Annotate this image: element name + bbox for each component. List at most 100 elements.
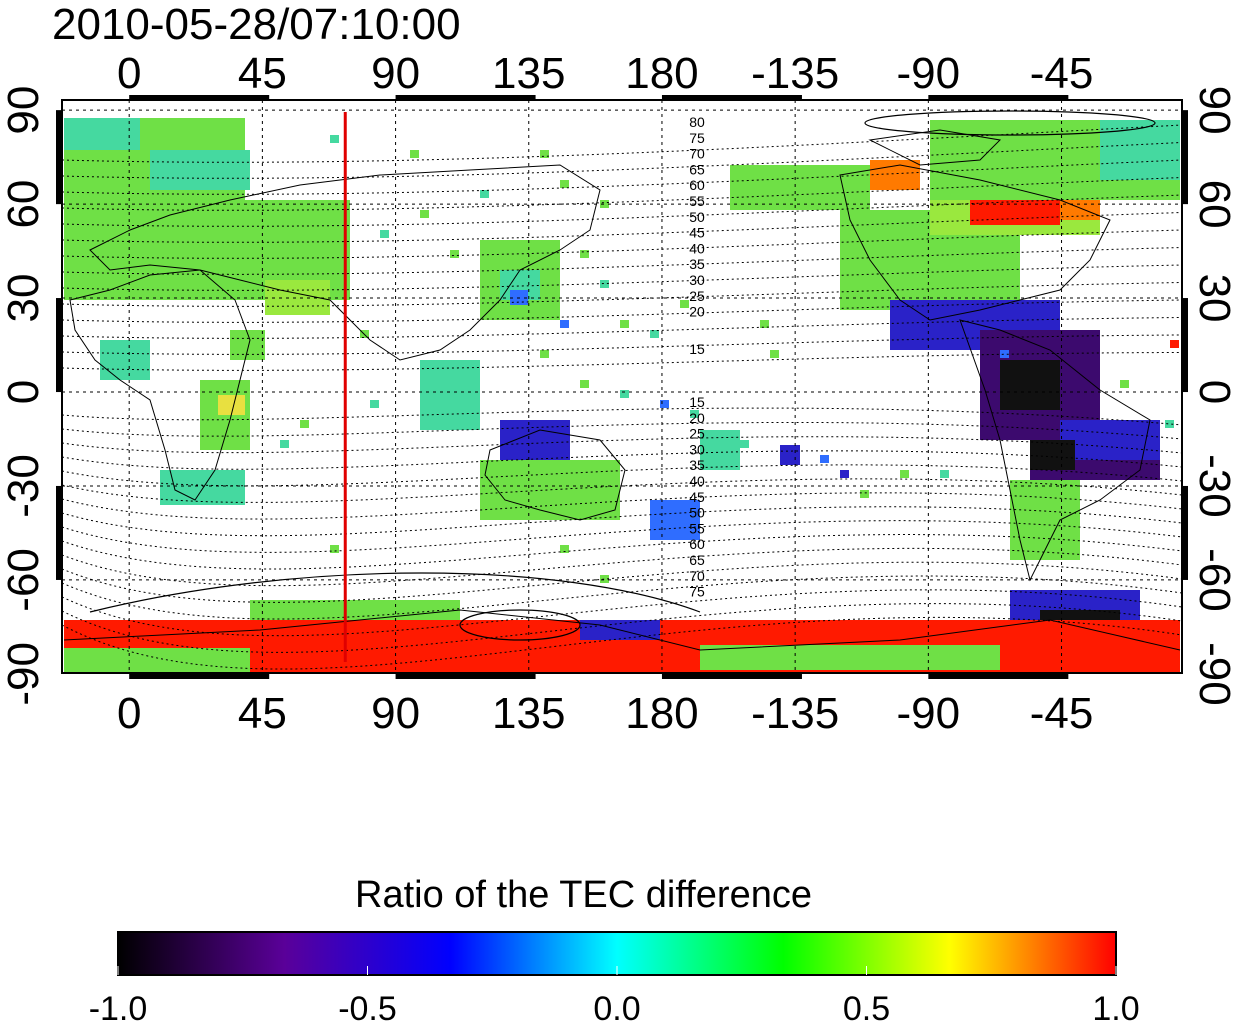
- data-patch-australia: [480, 460, 620, 520]
- data-cell-21: [690, 410, 699, 418]
- lon-tick-label-bottom: -45: [1030, 689, 1094, 738]
- data-cell-30: [370, 400, 379, 408]
- lon-tick-label-top: -90: [897, 49, 961, 98]
- data-cell-38: [860, 490, 869, 498]
- south-pole-contour: [459, 609, 581, 641]
- data-cell-12: [560, 320, 569, 328]
- lon-tick-label-bottom: 45: [238, 689, 287, 738]
- colorbar-title: Ratio of the TEC difference: [355, 874, 812, 916]
- lon-tick-label-top: 135: [492, 49, 565, 98]
- south-contour-line: [62, 547, 1182, 587]
- coastline: [839, 164, 1111, 321]
- data-cell-36: [1000, 350, 1009, 358]
- lon-tick-label-bottom: 90: [371, 689, 420, 738]
- contour-label: 45: [689, 489, 705, 505]
- lat-tick-label-right: 60: [1190, 180, 1239, 229]
- lat-tick-label-right: 0: [1190, 380, 1239, 404]
- data-cell-28: [1165, 420, 1174, 428]
- data-cell-7: [380, 230, 389, 238]
- frame-tick-bar: [56, 485, 62, 580]
- contour-label: 70: [689, 568, 705, 584]
- lon-tick-label-top: 45: [238, 49, 287, 98]
- frame-tick-bar: [928, 95, 1069, 100]
- data-cell-33: [560, 545, 569, 553]
- lat-tick-label-left: 30: [0, 274, 48, 323]
- lat-tick-label-left: -60: [0, 548, 48, 612]
- colorbar-ticks: -1.0 -0.5 0.0 0.5 1.0: [89, 966, 1140, 1024]
- frame-tick-bar: [1182, 485, 1188, 580]
- lon-tick-label-top: -45: [1030, 49, 1094, 98]
- lon-tick-label-top: -135: [751, 49, 839, 98]
- data-cell-37: [940, 470, 949, 478]
- coastline: [69, 269, 251, 501]
- data-patch-pacific-sw: [700, 430, 740, 470]
- lat-tick-label-left: -90: [0, 642, 48, 706]
- north-contour-line: [62, 177, 1182, 211]
- south-contour-line: [62, 575, 1182, 620]
- lon-tick-label-bottom: 0: [117, 689, 141, 738]
- data-patch-pacific-blue: [780, 445, 800, 465]
- south-contour-line: [62, 534, 1182, 570]
- data-patch-europe-east: [150, 150, 250, 190]
- data-cell-22: [740, 440, 749, 448]
- south-pole-contour: [89, 572, 701, 613]
- south-contour-line: [62, 450, 1182, 470]
- data-cell-32: [280, 440, 289, 448]
- contour-label: 25: [689, 288, 705, 304]
- data-cell-11: [620, 320, 629, 328]
- timestamp-title: 2010-05-28/07:10:00: [52, 0, 461, 49]
- data-cell-17: [540, 350, 549, 358]
- data-cell-9: [580, 250, 589, 258]
- south-contour-line: [62, 506, 1182, 537]
- contour-label: 20: [689, 304, 705, 320]
- data-cell-24: [840, 470, 849, 478]
- data-patch-alaska: [870, 160, 920, 190]
- contour-labels: 8075706560555045403530252015152025303540…: [689, 114, 705, 600]
- south-contour-line: [62, 478, 1182, 503]
- data-patch-southern-ocean: [250, 600, 460, 620]
- north-contour-line: [62, 247, 1182, 275]
- north-contour-line: [62, 282, 1182, 307]
- data-patch-asia-interior: [265, 280, 330, 315]
- lon-tick-label-bottom: 135: [492, 689, 565, 738]
- north-contour-line: [62, 229, 1182, 259]
- data-cell-18: [580, 380, 589, 388]
- contour-label: 80: [689, 114, 705, 130]
- lat-tick-label-left: -30: [0, 454, 48, 518]
- data-patch-japan-blue: [510, 290, 528, 305]
- data-cell-34: [600, 575, 609, 583]
- data-patch-new-zealand: [650, 500, 700, 540]
- frame-tick-bar: [129, 95, 270, 100]
- data-cell-5: [600, 200, 609, 208]
- lon-axis-top: 0 45 90 135 180 -135 -90 -45: [117, 49, 1093, 98]
- contour-label: 50: [689, 505, 705, 521]
- contour-label: 65: [689, 552, 705, 568]
- lon-tick-label-top: 90: [371, 49, 420, 98]
- frame-tick-bar: [395, 673, 536, 679]
- contour-label: 65: [689, 161, 705, 177]
- north-pole-contour: [864, 110, 1156, 136]
- north-contour-line: [62, 352, 1182, 371]
- data-patch-antarctica-green-west: [64, 648, 250, 672]
- data-patch-europe-north: [64, 118, 140, 150]
- data-cell-6: [420, 210, 429, 218]
- data-cell-2: [540, 150, 549, 158]
- contour-label: 20: [689, 410, 705, 426]
- data-patch-antarctica-green-east: [700, 645, 1000, 670]
- data-cell-25: [900, 470, 909, 478]
- frame-tick-bar: [1182, 298, 1188, 393]
- data-cell-23: [820, 455, 829, 463]
- frame-tick-bar: [1182, 110, 1188, 205]
- south-contour-line: [62, 464, 1182, 487]
- data-cell-19: [620, 390, 629, 398]
- frame-tick-bar: [129, 673, 270, 679]
- frame-tick-bar: [928, 673, 1069, 679]
- colorbar-tick-label: 0.5: [843, 990, 890, 1024]
- contour-label: 75: [689, 130, 705, 146]
- lat-axis-right: 90 60 30 0 -30 -60 -90: [1190, 86, 1239, 706]
- lon-tick-label-top: 180: [625, 49, 698, 98]
- data-cell-4: [480, 190, 489, 198]
- south-contour-line: [62, 436, 1182, 454]
- data-patch-australia-north: [500, 420, 570, 460]
